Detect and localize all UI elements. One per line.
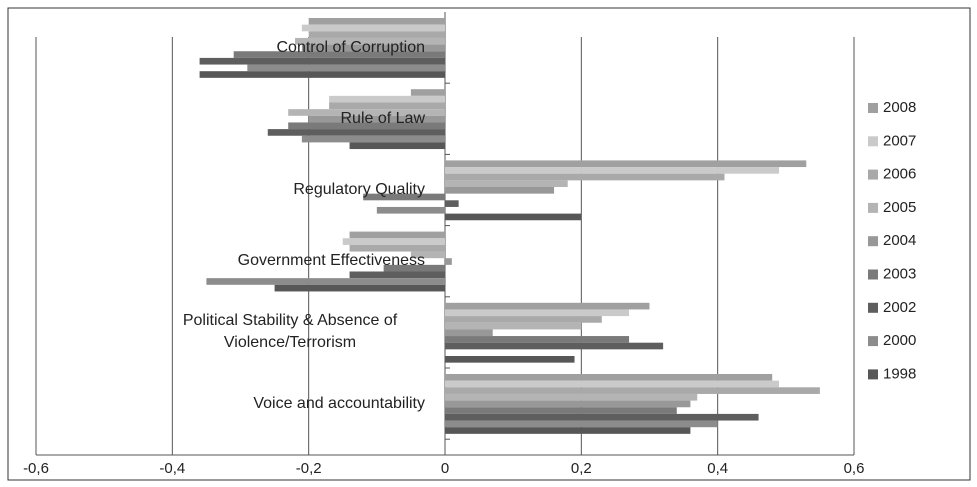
bar [329, 95, 445, 103]
bar [445, 180, 568, 187]
bar [233, 51, 445, 58]
legend-label: 2004 [883, 232, 916, 249]
legend-swatch [868, 336, 878, 347]
bar [445, 200, 459, 207]
bar [445, 167, 780, 174]
bar [199, 71, 445, 78]
legend-swatch [868, 202, 878, 213]
category-label: Control of Corruption [276, 38, 425, 56]
bar [301, 24, 445, 32]
bar [349, 231, 445, 239]
x-tick-label: 0 [441, 460, 449, 477]
x-tick-label: -0,4 [159, 460, 185, 477]
legend-label: 2008 [883, 99, 916, 116]
bar [349, 244, 445, 252]
bar [301, 135, 445, 143]
bar [445, 329, 493, 337]
x-tick-label: -0,2 [296, 460, 322, 477]
bar [376, 206, 445, 214]
legend-swatch [868, 136, 878, 147]
bar [445, 387, 820, 394]
category-label: Regulatory Quality [293, 181, 425, 198]
legend-swatch [868, 369, 878, 380]
bar [445, 400, 691, 408]
bar [445, 393, 698, 401]
bar [267, 129, 445, 136]
bar [288, 109, 445, 116]
bar [247, 64, 445, 72]
frame [7, 7, 971, 481]
bar [445, 336, 630, 343]
legend-label: 2005 [883, 199, 916, 216]
bar [445, 356, 575, 363]
bar [410, 89, 445, 96]
bar [445, 258, 452, 265]
legend-swatch [868, 103, 878, 113]
legend-swatch [868, 269, 878, 280]
bar [383, 264, 445, 272]
bar [363, 193, 445, 201]
bar [445, 316, 602, 323]
bar [301, 44, 445, 52]
bar [445, 302, 650, 310]
x-tick-label: 0,4 [707, 460, 728, 477]
category-label: Voice and accountability [253, 394, 425, 412]
bar [445, 309, 630, 317]
bar [445, 420, 718, 428]
bar [349, 271, 445, 279]
legend-swatch [868, 236, 878, 247]
x-tick-label: -0,6 [23, 460, 49, 477]
bar [274, 284, 445, 292]
bar [329, 102, 445, 110]
x-tick-label: 0,6 [844, 460, 865, 477]
bar [308, 115, 445, 123]
bar [206, 278, 445, 285]
bar [445, 413, 759, 421]
legend-swatch [868, 302, 878, 313]
bar [308, 31, 445, 38]
bar [445, 374, 773, 381]
bar [445, 213, 582, 221]
bar [342, 238, 445, 245]
legend-label: 2006 [883, 166, 916, 183]
bar [445, 380, 780, 388]
category-label: Government Effectiveness [237, 252, 425, 270]
x-tick-label: 0,2 [571, 460, 592, 477]
bar [349, 142, 445, 150]
bar [445, 187, 555, 194]
bar [295, 37, 445, 45]
bar [445, 427, 691, 434]
bar [445, 322, 582, 330]
bar [445, 160, 807, 168]
legend-label: 2007 [883, 132, 916, 149]
category-label: Rule of Law [340, 109, 426, 127]
bar [288, 122, 445, 130]
bar [445, 407, 677, 414]
legend-label: 2000 [883, 332, 916, 349]
legend-label: 2003 [883, 265, 916, 282]
legend-label: 1998 [883, 365, 916, 382]
bar [308, 18, 445, 25]
bar [410, 251, 445, 259]
category-label: Political Stability & Absence of Violenc… [182, 312, 398, 352]
bar [445, 173, 725, 181]
legend-label: 2002 [883, 299, 916, 316]
bar [445, 342, 664, 350]
bar [199, 57, 445, 65]
legend-swatch [868, 169, 878, 180]
